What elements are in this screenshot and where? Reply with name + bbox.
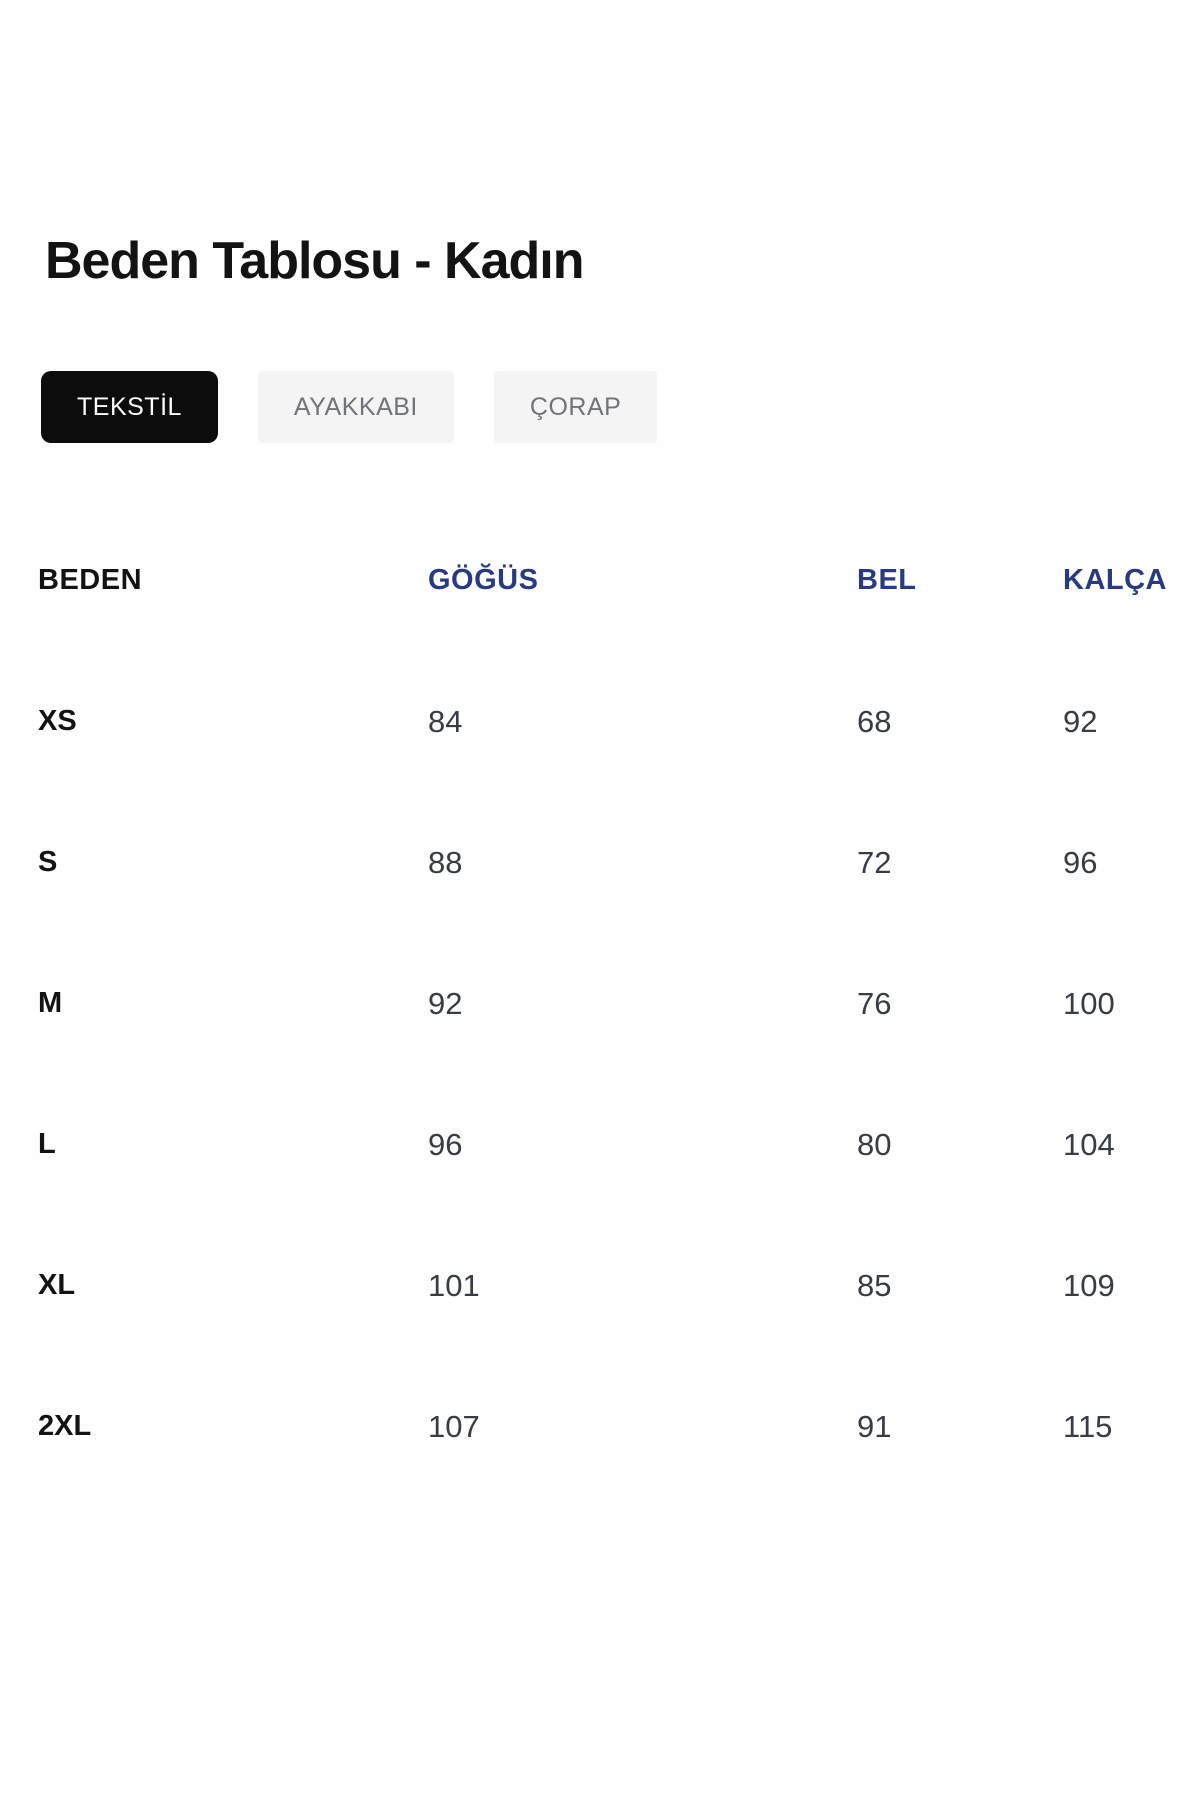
bel-value: 91 (857, 1408, 892, 1444)
tab-corap[interactable]: ÇORAP (493, 371, 658, 443)
kalca-value: 96 (1063, 844, 1098, 880)
column-header-beden: BEDEN (38, 564, 143, 596)
gogus-value: 84 (428, 703, 463, 739)
size-label: XL (38, 1269, 76, 1301)
column-header-kalca: KALÇA (1063, 564, 1167, 596)
kalca-value: 100 (1063, 985, 1115, 1021)
size-label: L (38, 1128, 56, 1160)
table-header-row: BEDEN GÖĞÜS BEL KALÇA (38, 510, 1178, 651)
size-label: S (38, 846, 58, 878)
bel-value: 68 (857, 703, 892, 739)
size-label: XS (38, 705, 77, 737)
tab-tekstil[interactable]: TEKSTİL (41, 371, 218, 443)
column-header-gogus: GÖĞÜS (428, 564, 539, 596)
category-tabs: TEKSTİL AYAKKABI ÇORAP (41, 371, 658, 443)
kalca-value: 115 (1063, 1408, 1113, 1444)
bel-value: 80 (857, 1126, 892, 1162)
gogus-value: 92 (428, 985, 463, 1021)
kalca-value: 104 (1063, 1126, 1115, 1162)
gogus-value: 88 (428, 844, 463, 880)
table-row: S 88 72 96 (38, 792, 1178, 933)
page-title: Beden Tablosu - Kadın (45, 231, 585, 290)
bel-value: 76 (857, 985, 892, 1021)
gogus-value: 96 (428, 1126, 463, 1162)
column-header-bel: BEL (857, 564, 917, 596)
size-label: 2XL (38, 1410, 92, 1442)
kalca-value: 109 (1063, 1267, 1115, 1303)
bel-value: 72 (857, 844, 892, 880)
table-row: M 92 76 100 (38, 933, 1178, 1074)
table-row: 2XL 107 91 115 (38, 1356, 1178, 1497)
table-row: L 96 80 104 (38, 1074, 1178, 1215)
size-table: BEDEN GÖĞÜS BEL KALÇA XS 84 68 92 S 88 7… (38, 510, 1178, 1497)
tab-ayakkabi[interactable]: AYAKKABI (257, 371, 454, 443)
table-row: XS 84 68 92 (38, 651, 1178, 792)
gogus-value: 107 (428, 1408, 480, 1444)
table-row: XL 101 85 109 (38, 1215, 1178, 1356)
size-label: M (38, 987, 63, 1019)
kalca-value: 92 (1063, 703, 1098, 739)
gogus-value: 101 (428, 1267, 480, 1303)
bel-value: 85 (857, 1267, 892, 1303)
